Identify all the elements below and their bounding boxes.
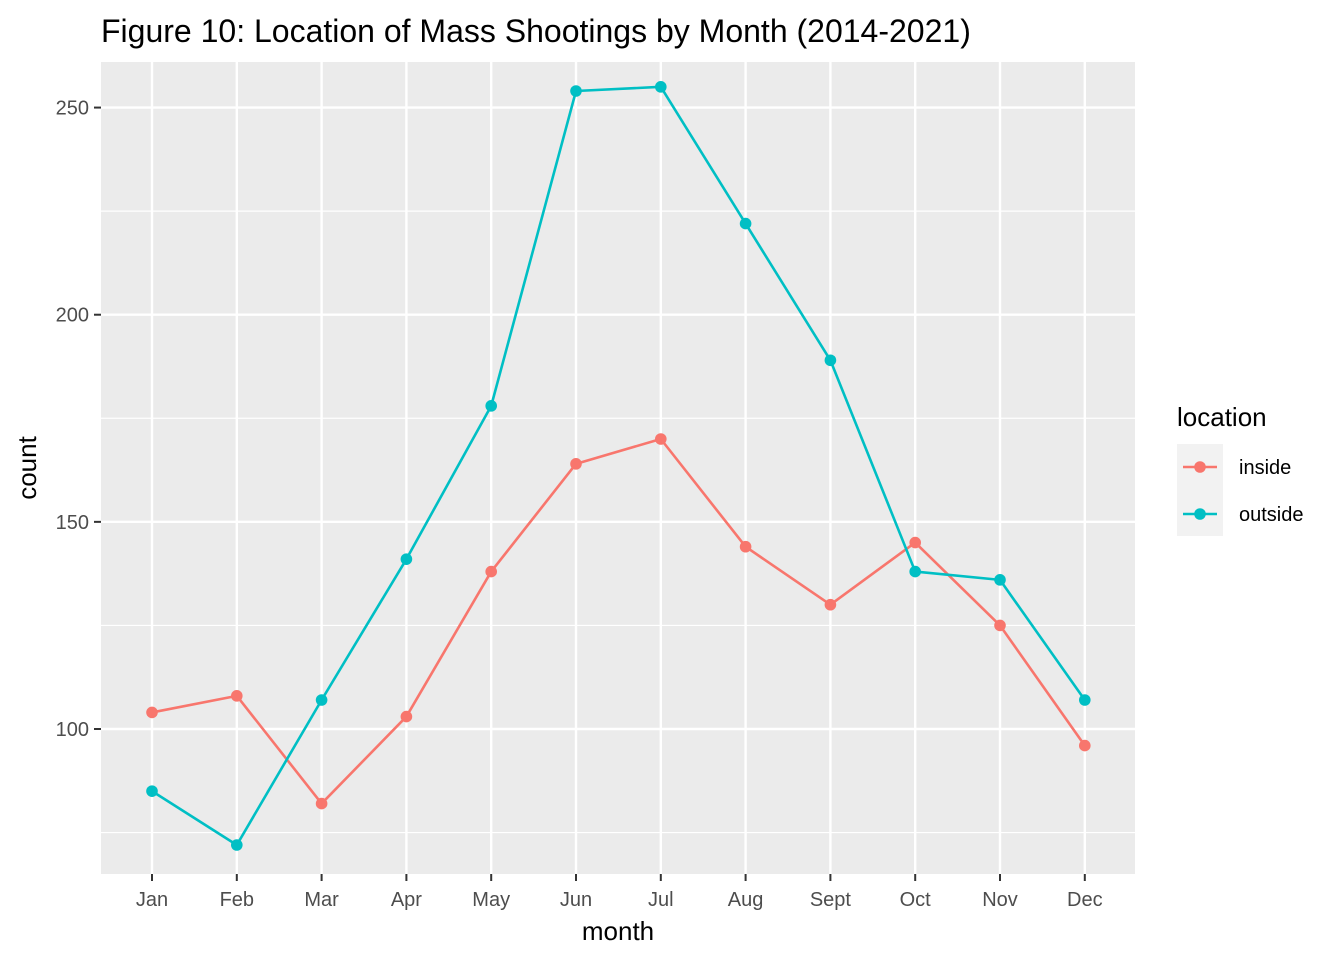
series-inside <box>146 433 1091 810</box>
series-outside <box>146 81 1091 851</box>
x-tick-label: Nov <box>982 889 1018 911</box>
data-point-inside <box>994 619 1006 632</box>
data-point-inside <box>315 797 328 810</box>
x-axis: Jan Feb Mar Apr May Jun Jul Aug Sept Oct Nov Dec <box>136 874 1103 911</box>
plot-panel <box>101 62 1135 874</box>
data-point-inside <box>739 540 752 553</box>
data-point-inside <box>570 458 582 470</box>
data-point-outside <box>570 85 582 97</box>
legend-key-point <box>1194 508 1206 520</box>
data-point-outside <box>315 694 328 706</box>
data-point-outside <box>1079 694 1091 706</box>
data-point-outside <box>739 217 752 230</box>
legend-label: inside <box>1239 457 1291 479</box>
y-tick-label: 250 <box>56 98 89 120</box>
y-axis: 100 150 200 250 <box>56 98 101 741</box>
legend-item-outside: outside <box>1183 504 1304 526</box>
x-tick-label: Dec <box>1067 889 1103 911</box>
data-point-outside <box>994 574 1006 586</box>
x-tick-label: Jul <box>648 889 674 911</box>
x-tick-label: Feb <box>220 889 254 911</box>
data-point-inside <box>231 690 243 702</box>
chart-title: Figure 10: Location of Mass Shootings by… <box>101 13 971 49</box>
data-point-inside <box>485 565 498 578</box>
x-tick-label: Mar <box>304 889 339 911</box>
x-tick-label: Apr <box>391 889 422 911</box>
x-tick-label: May <box>472 889 510 911</box>
data-point-outside <box>655 81 667 93</box>
x-tick-label: Jan <box>136 889 168 911</box>
series-line-outside <box>151 85 1086 847</box>
x-tick-label: Oct <box>900 889 932 911</box>
data-point-outside <box>146 785 158 797</box>
data-point-outside <box>824 354 837 367</box>
legend-title: location <box>1177 402 1267 432</box>
x-tick-label: Aug <box>728 889 764 911</box>
y-tick-label: 200 <box>56 305 89 327</box>
data-point-inside <box>400 710 413 723</box>
data-point-inside <box>655 433 667 445</box>
x-tick-label: Jun <box>560 889 592 911</box>
data-point-inside <box>824 598 837 611</box>
x-axis-title: month <box>582 916 654 946</box>
y-axis-title: count <box>12 435 42 499</box>
legend-key-point <box>1194 461 1206 473</box>
data-point-inside <box>909 536 921 549</box>
data-point-outside <box>909 565 921 578</box>
legend-label: outside <box>1239 504 1304 526</box>
data-point-inside <box>1079 739 1091 752</box>
series-line-inside <box>151 437 1086 805</box>
minor-gridlines <box>101 210 1135 834</box>
data-point-outside <box>231 839 243 851</box>
series-layer <box>146 81 1091 851</box>
y-tick-label: 150 <box>56 512 89 534</box>
data-point-outside <box>485 400 498 412</box>
legend-item-inside: inside <box>1183 457 1291 479</box>
legend-key-background <box>1177 444 1223 536</box>
data-point-inside <box>146 706 158 719</box>
x-tick-label: Sept <box>810 889 852 911</box>
legend: location inside outside <box>1177 402 1304 536</box>
data-point-outside <box>400 553 413 565</box>
y-tick-label: 100 <box>56 719 89 741</box>
